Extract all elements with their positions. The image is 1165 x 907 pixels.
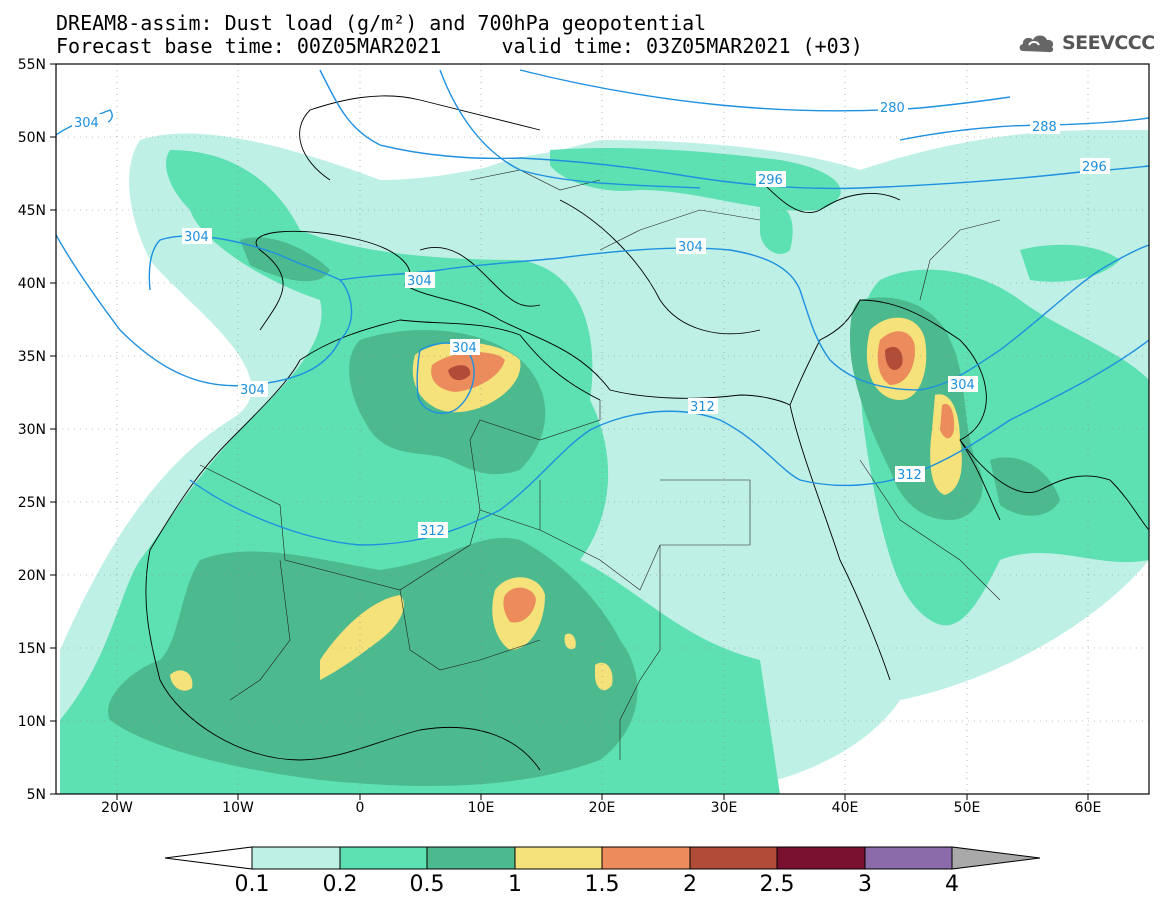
contour-label: 304 — [678, 240, 703, 255]
country-borders — [199, 169, 1001, 760]
lat-label: 25N — [18, 495, 46, 511]
colorbar-segment — [426, 846, 516, 870]
lon-label: 40E — [832, 800, 859, 816]
lat-label: 15N — [18, 641, 46, 657]
map-title: DREAM8-assim: Dust load (g/m²) and 700hP… — [56, 11, 707, 35]
lat-label: 10N — [18, 714, 46, 730]
lat-label: 50N — [18, 130, 46, 146]
cloud-logo-icon — [1019, 35, 1054, 53]
colorbar-low-arrow — [164, 846, 253, 870]
contour-labels: 304 280 288 296 296 304 304 304 304 304 … — [72, 99, 1110, 539]
colorbar-segment — [251, 846, 341, 870]
colorbar-tick: 4 — [945, 872, 959, 897]
gridlines — [56, 64, 1149, 794]
colorbar-tick: 3 — [858, 872, 872, 897]
colorbar-tick: 2.5 — [759, 872, 795, 897]
contour-label: 288 — [1032, 120, 1057, 135]
lon-label: 20W — [101, 800, 133, 816]
colorbar-segment — [514, 846, 603, 870]
lon-label: 30E — [711, 800, 738, 816]
contour-label: 312 — [897, 468, 922, 483]
latitude-labels: 55N 50N 45N 40N 35N 30N 25N 20N 15N 10N … — [18, 57, 46, 803]
lon-label: 10E — [468, 800, 495, 816]
contour-label: 304 — [452, 341, 477, 356]
contour-label: 304 — [950, 378, 975, 393]
colorbar-high-arrow — [951, 846, 1041, 870]
map-subtitle: Forecast base time: 00Z05MAR2021 valid t… — [56, 34, 863, 58]
lat-label: 45N — [18, 203, 46, 219]
colorbar-segment — [776, 846, 866, 870]
colorbar-tick: 0.5 — [409, 872, 445, 897]
longitude-labels: 20W 10W 0 10E 20E 30E 40E 50E 60E — [101, 800, 1101, 816]
lat-label: 5N — [27, 787, 46, 803]
axis-ticks — [50, 63, 1089, 800]
colorbar-segment — [864, 846, 953, 870]
lat-label: 55N — [18, 57, 46, 73]
contour-label: 312 — [690, 400, 715, 415]
colorbar-tick: 2 — [683, 872, 697, 897]
lat-label: 35N — [18, 349, 46, 365]
contour-label: 304 — [240, 383, 265, 398]
contour-label: 296 — [1082, 160, 1107, 175]
contour-label: 304 — [407, 274, 432, 289]
contour-label: 304 — [184, 230, 209, 245]
lon-label: 50E — [954, 800, 981, 816]
colorbar-tick: 1 — [508, 872, 522, 897]
contour-label: 312 — [420, 524, 445, 539]
lon-label: 0 — [356, 800, 365, 816]
colorbar-tick: 0.1 — [234, 872, 270, 897]
lat-label: 20N — [18, 568, 46, 584]
dust-band-red — [448, 346, 903, 381]
geopotential-contours — [56, 69, 1149, 546]
contour-label: 296 — [758, 173, 783, 188]
contour-label: 280 — [880, 101, 905, 116]
lon-label: 60E — [1075, 800, 1102, 816]
colorbar-segment — [339, 846, 428, 870]
logo-text: SEEVCCC — [1062, 32, 1155, 54]
colorbar-segment — [601, 846, 691, 870]
lon-label: 20E — [589, 800, 616, 816]
lat-label: 40N — [18, 276, 46, 292]
colorbar — [164, 846, 1041, 870]
lon-label: 10W — [222, 800, 254, 816]
colorbar-tick: 1.5 — [584, 872, 620, 897]
colorbar-tick: 0.2 — [322, 872, 358, 897]
contour-label: 304 — [74, 116, 99, 131]
dust-load-field — [60, 130, 1149, 794]
colorbar-segment — [689, 846, 778, 870]
lat-label: 30N — [18, 422, 46, 438]
